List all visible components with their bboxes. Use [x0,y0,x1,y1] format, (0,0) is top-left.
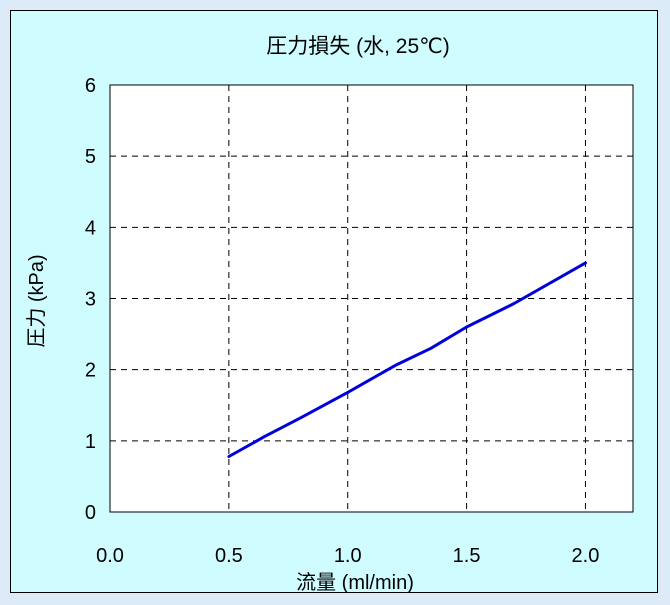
y-axis-label: 圧力 (kPa) [25,254,48,347]
y-tick-label: 2 [85,360,96,382]
chart-title: 圧力損失 (水, 25℃) [266,35,449,58]
x-tick-label: 2.0 [572,545,600,567]
x-tick-label: 1.5 [453,545,481,567]
y-axis-ticks: 0 1 2 3 4 5 6 [85,75,96,524]
x-tick-label: 0.5 [215,545,243,567]
y-tick-label: 5 [85,146,96,168]
x-axis-label: 流量 (ml/min) [296,571,414,594]
y-tick-label: 3 [85,289,96,311]
x-tick-label: 0.0 [96,545,124,567]
plot-area [109,84,634,513]
y-tick-label: 4 [85,217,96,239]
x-tick-label: 1.0 [334,545,362,567]
series-line [227,261,587,458]
y-tick-label: 6 [85,75,96,97]
series-group [227,261,587,458]
y-tick-label: 0 [85,502,96,524]
x-axis-ticks: 0.0 0.5 1.0 1.5 2.0 [96,545,599,567]
y-tick-label: 1 [85,431,96,453]
gridlines [110,85,633,512]
